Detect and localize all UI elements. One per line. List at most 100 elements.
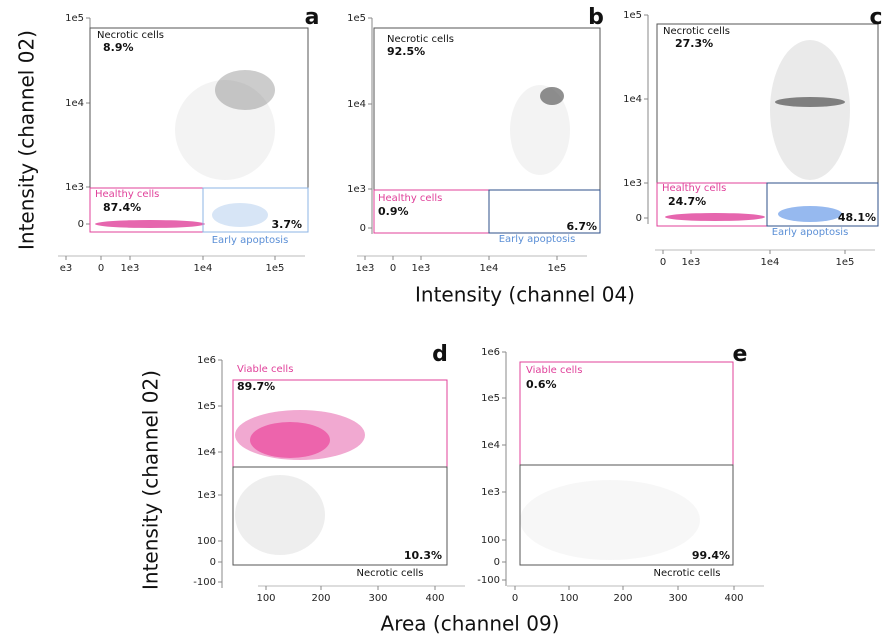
y-tick-label: 0 <box>78 219 84 230</box>
gate-percent: 92.5% <box>387 45 425 58</box>
gate-percent: 6.7% <box>566 220 597 233</box>
gate-label: Early apoptosis <box>499 234 576 245</box>
x-tick-label: 0 <box>390 263 396 274</box>
y-tick-label: 1e5 <box>347 13 366 24</box>
y-tick-label: 1e5 <box>481 393 500 404</box>
x-tick-label: 200 <box>613 593 632 604</box>
y-tick-label: 1e3 <box>65 182 84 193</box>
x-tick-label: 300 <box>668 593 687 604</box>
panel-letter: b <box>588 5 604 30</box>
y-tick-label: -100 <box>193 577 216 588</box>
cell-cloud <box>250 422 330 458</box>
y-tick-label: 100 <box>197 536 216 547</box>
y-tick-label: 1e4 <box>65 98 84 109</box>
gate-label: Necrotic cells <box>357 568 424 579</box>
gate-label: Viable cells <box>526 365 582 376</box>
gate-percent: 24.7% <box>668 195 706 208</box>
gate-percent: 27.3% <box>675 37 713 50</box>
y-tick-label: 1e5 <box>65 13 84 24</box>
y-tick-label: 1e5 <box>197 401 216 412</box>
gate-label: Healthy cells <box>378 193 442 204</box>
x-tick-label: 0 <box>660 257 666 268</box>
y-tick-label: 1e3 <box>347 184 366 195</box>
cell-cloud <box>510 85 570 175</box>
y-tick-label: 100 <box>481 535 500 546</box>
x-tick-label: 1e5 <box>836 257 855 268</box>
cell-cloud <box>235 475 325 555</box>
cell-cloud <box>770 40 850 180</box>
gate-label: Early apoptosis <box>212 235 289 246</box>
y-tick-label: 1e6 <box>197 355 216 366</box>
x-tick-label: e3 <box>60 263 73 274</box>
x-axis-title: Intensity (channel 04) <box>415 283 635 307</box>
y-tick-label: 0 <box>360 223 366 234</box>
cell-cloud <box>540 87 564 105</box>
gate-percent: 48.1% <box>838 211 876 224</box>
cell-cloud <box>175 80 275 180</box>
y-tick-label: 1e4 <box>481 440 500 451</box>
cell-cloud <box>665 213 765 221</box>
y-tick-label: 0 <box>494 557 500 568</box>
gate-percent: 0.6% <box>526 378 557 391</box>
gate-percent: 89.7% <box>237 380 275 393</box>
y-tick-label: 0 <box>636 213 642 224</box>
x-tick-label: 1e3 <box>121 263 140 274</box>
gate-label: Healthy cells <box>662 183 726 194</box>
gate-label: Necrotic cells <box>663 26 730 37</box>
x-tick-label: 300 <box>368 593 387 604</box>
gate-percent: 3.7% <box>271 218 302 231</box>
y-tick-label: 1e4 <box>347 99 366 110</box>
x-tick-label: 1e5 <box>548 263 567 274</box>
cell-cloud <box>775 97 845 107</box>
gate-label: Necrotic cells <box>654 568 721 579</box>
gate-percent: 0.9% <box>378 205 409 218</box>
x-tick-label: 1e3 <box>356 263 375 274</box>
y-axis-title: Intensity (channel 02) <box>15 30 39 250</box>
x-tick-label: 100 <box>559 593 578 604</box>
y-axis-title: Intensity (channel 02) <box>139 370 163 590</box>
x-tick-label: 1e3 <box>412 263 431 274</box>
gate <box>766 182 879 227</box>
cell-cloud <box>520 480 700 560</box>
gate-label: Viable cells <box>237 364 293 375</box>
gate <box>232 466 448 566</box>
y-tick-label: 1e3 <box>197 490 216 501</box>
gate <box>488 189 601 234</box>
cell-cloud <box>778 206 842 222</box>
gate-percent: 8.9% <box>103 41 134 54</box>
x-axis-title: Area (channel 09) <box>381 612 560 636</box>
x-tick-label: 100 <box>256 593 275 604</box>
y-tick-label: 1e3 <box>481 487 500 498</box>
gate-percent: 10.3% <box>404 549 442 562</box>
x-tick-label: 200 <box>311 593 330 604</box>
cell-cloud <box>95 220 205 228</box>
x-tick-label: 0 <box>98 263 104 274</box>
cell-cloud <box>215 70 275 110</box>
y-tick-label: -100 <box>477 575 500 586</box>
gate-label: Necrotic cells <box>97 30 164 41</box>
x-tick-label: 1e4 <box>480 263 499 274</box>
cell-cloud <box>235 410 365 460</box>
gate-label: Necrotic cells <box>387 34 454 45</box>
panel-letter: e <box>733 342 748 367</box>
y-tick-label: 1e5 <box>623 10 642 21</box>
x-tick-label: 400 <box>724 593 743 604</box>
x-tick-label: 1e4 <box>194 263 213 274</box>
gate <box>202 187 309 233</box>
x-tick-label: 400 <box>425 593 444 604</box>
y-tick-label: 1e3 <box>623 178 642 189</box>
x-tick-label: 0 <box>512 593 518 604</box>
y-tick-label: 0 <box>210 557 216 568</box>
gate-percent: 99.4% <box>692 549 730 562</box>
x-tick-label: 1e4 <box>761 257 780 268</box>
panel-letter: c <box>869 5 882 30</box>
y-tick-label: 1e4 <box>623 94 642 105</box>
gate-percent: 87.4% <box>103 201 141 214</box>
x-tick-label: 1e3 <box>682 257 701 268</box>
cell-cloud <box>212 203 268 227</box>
panel-letter: d <box>432 342 448 367</box>
x-tick-label: 1e5 <box>266 263 285 274</box>
gate-label: Healthy cells <box>95 189 159 200</box>
